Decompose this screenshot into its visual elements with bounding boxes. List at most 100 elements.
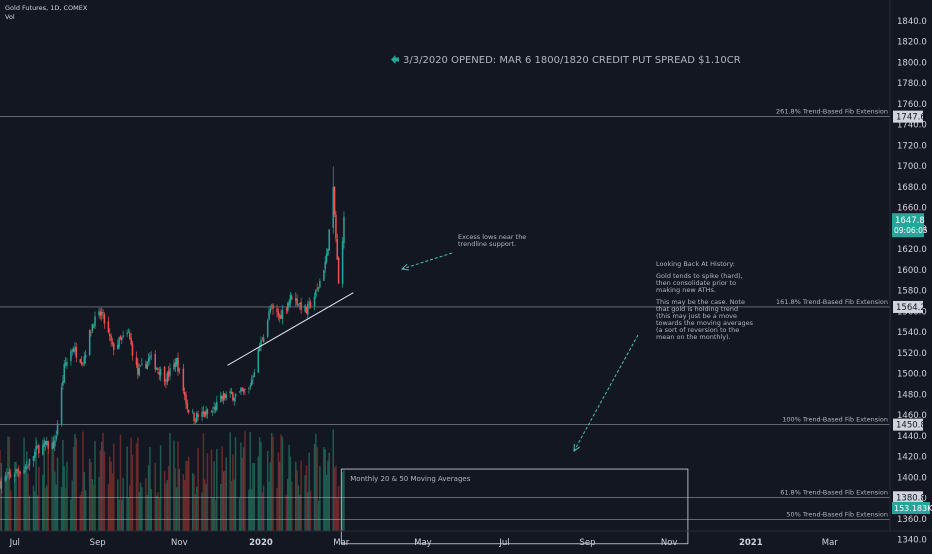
candle-body bbox=[308, 301, 310, 304]
volume-bar bbox=[150, 489, 152, 531]
candle-body bbox=[91, 323, 94, 331]
candle-body bbox=[51, 442, 53, 449]
candle-body bbox=[24, 467, 27, 469]
candle-body bbox=[304, 305, 306, 312]
volume-bar bbox=[185, 461, 187, 531]
volume-bar bbox=[230, 480, 233, 531]
volume-bar bbox=[137, 437, 139, 531]
history-line-8: (a sort of reversion to the bbox=[656, 326, 739, 334]
candle-body bbox=[92, 326, 95, 328]
volume-bar bbox=[222, 471, 225, 531]
candle-body bbox=[252, 376, 254, 378]
y-tick-label: 1500.0 bbox=[897, 370, 927, 380]
volume-bar bbox=[220, 484, 222, 531]
candle-body bbox=[307, 303, 309, 315]
candle-body bbox=[258, 348, 261, 352]
fib-badge-1-bg bbox=[893, 110, 923, 123]
candle-body bbox=[233, 397, 235, 402]
candle-body bbox=[230, 391, 233, 394]
volume-bar bbox=[166, 480, 169, 531]
headline-annotation[interactable]: 3/3/2020 OPENED: MAR 6 1800/1820 CREDIT … bbox=[391, 55, 741, 66]
candle-body bbox=[71, 349, 74, 351]
candle-body bbox=[232, 392, 234, 401]
volume-bar bbox=[173, 440, 175, 531]
candle-body bbox=[341, 241, 344, 284]
history-note[interactable]: Looking Back At History: Gold tends to s… bbox=[655, 260, 754, 341]
volume-bar bbox=[268, 481, 270, 531]
history-line-1: Gold tends to spike (hard), bbox=[656, 272, 743, 280]
volume-bar bbox=[23, 437, 25, 531]
y-tick-label: 1580.0 bbox=[897, 287, 927, 297]
last-price-text: 1647.8 bbox=[895, 216, 925, 226]
candle-body bbox=[131, 343, 134, 356]
candle-body bbox=[185, 394, 187, 404]
volume-bar bbox=[7, 436, 9, 531]
volume-bar bbox=[248, 489, 250, 531]
y-tick-label: 1540.0 bbox=[897, 328, 927, 338]
fib-badge-4-bg bbox=[893, 491, 923, 504]
y-tick-label: 1340.0 bbox=[897, 536, 927, 546]
candle-body bbox=[178, 368, 181, 371]
candle-body bbox=[130, 338, 132, 345]
candle-body bbox=[47, 440, 49, 449]
volume-bar bbox=[147, 465, 150, 531]
volume-bar bbox=[98, 476, 100, 531]
candle-body bbox=[165, 383, 167, 385]
candle-body bbox=[332, 187, 334, 228]
volume-bar bbox=[229, 432, 231, 531]
candle-body bbox=[291, 296, 293, 300]
candle-body bbox=[238, 391, 241, 393]
fib-badge-3-text: 1450.8 bbox=[896, 421, 926, 431]
candle-body bbox=[270, 306, 273, 308]
volume-bar bbox=[249, 432, 252, 531]
volume-bar bbox=[38, 466, 40, 531]
candle-body bbox=[319, 280, 321, 288]
candle-body bbox=[305, 306, 308, 314]
candle-body bbox=[56, 423, 59, 435]
arrow-to-trendline bbox=[401, 252, 453, 270]
volume-bar bbox=[111, 473, 114, 531]
candle-body bbox=[5, 475, 8, 477]
candle-body bbox=[286, 303, 289, 312]
volume-bar bbox=[99, 450, 102, 531]
volume-bar bbox=[260, 442, 262, 531]
volume-bar bbox=[233, 479, 235, 531]
candle-body bbox=[167, 371, 170, 377]
candle-body bbox=[32, 456, 35, 461]
candle-body bbox=[126, 333, 128, 334]
candle-body bbox=[63, 364, 65, 383]
volume-bar bbox=[316, 447, 318, 531]
history-line-4: This may be the case. Note bbox=[655, 298, 745, 306]
volume-bar bbox=[178, 468, 181, 531]
candle-body bbox=[121, 337, 123, 341]
volume-bar bbox=[35, 437, 37, 531]
candle-body bbox=[281, 310, 284, 319]
candle-body bbox=[297, 304, 300, 306]
volume-bar bbox=[51, 436, 53, 531]
candle-body bbox=[194, 420, 197, 422]
candle-body bbox=[250, 379, 253, 386]
candle-body bbox=[201, 412, 203, 417]
note-line-1: Excess lows near the bbox=[458, 233, 526, 241]
countdown-text: 09:06:05 bbox=[894, 226, 928, 235]
fib-badge-2-bg bbox=[893, 300, 923, 313]
volume-bar bbox=[262, 485, 265, 531]
candle-body bbox=[129, 333, 131, 339]
candle-body bbox=[204, 411, 206, 417]
volume-bar bbox=[135, 443, 138, 531]
x-axis[interactable]: Jul Sep Nov 2020 Mar May Jul Sep Nov 2021 Mar bbox=[9, 538, 839, 548]
excess-lows-note[interactable]: Excess lows near the trendline support. bbox=[458, 233, 526, 248]
candle-body bbox=[328, 229, 330, 251]
volume-bar bbox=[257, 456, 260, 531]
volume-bar bbox=[113, 443, 115, 531]
candle-body bbox=[110, 335, 112, 342]
history-line-5: that gold is holding trend bbox=[656, 305, 738, 313]
symbol-title[interactable]: Gold Futures, 1D, COMEX bbox=[5, 4, 88, 12]
volume-bar bbox=[72, 446, 75, 531]
volume-bar bbox=[224, 470, 226, 531]
y-tick-label: 1360.0 bbox=[897, 515, 927, 525]
x-tick-label: Mar bbox=[822, 538, 839, 548]
y-tick-label: 1680.0 bbox=[897, 183, 927, 193]
